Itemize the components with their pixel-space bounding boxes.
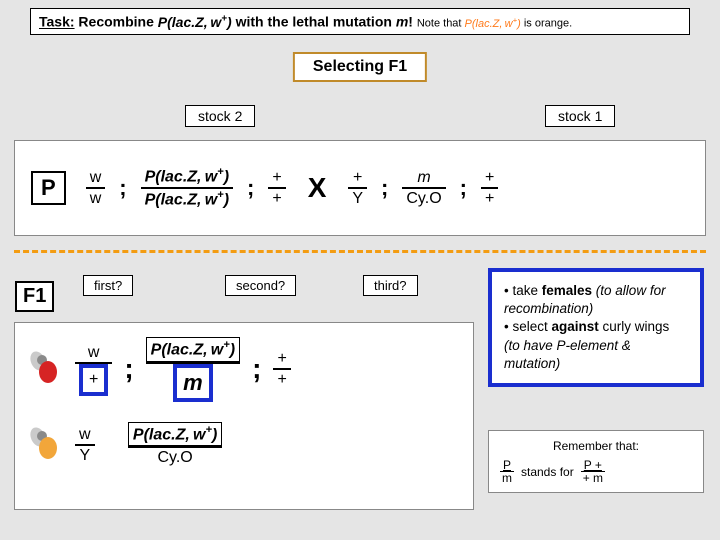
f1-r1-c1: w + [75,343,112,395]
dashed-divider [14,250,706,253]
f1-r2-c2: P(lac.Z, w+) Cy.O [128,422,222,468]
p-male-chr1: +Y [348,168,367,208]
selection-rules-box: • take females (to allow for recombinati… [488,268,704,387]
remember-box: Remember that: P m stands for P + + m [488,430,704,493]
stock-1-label: stock 1 [545,105,615,127]
f1-panel: F1 first? second? third? w + ; P(lac.Z, … [14,322,474,510]
remember-left-frac: P m [499,459,515,484]
p-chr1: ww [86,168,106,208]
p-male-chr2: mCy.O [402,168,445,208]
task-bar: Task: Recombine P(lac.Z, w+) with the le… [30,8,690,35]
selecting-f1-box: Selecting F1 [293,52,427,82]
remember-right-frac: P + + m [580,459,606,484]
fly-female-icon [27,351,63,387]
p-chr2: P(lac.Z, w+)P(lac.Z, w+) [141,166,233,209]
f1-r1-c2: P(lac.Z, w+) m [146,337,240,402]
f1-r2-c1: w Y [75,425,95,465]
second-label: second? [225,275,296,296]
f1-badge: F1 [15,281,54,312]
task-label: Task: [39,14,75,30]
p-male-chr3: ++ [481,168,498,208]
first-label: first? [83,275,133,296]
parental-cross-panel: P ww ; P(lac.Z, w+)P(lac.Z, w+) ; ++ X +… [14,140,706,236]
f1-female-row: w + ; P(lac.Z, w+) m ; + + [27,337,461,402]
p-badge: P [31,171,66,205]
f1-male-row: w Y ; P(lac.Z, w+) Cy.O [27,422,461,468]
fly-male-icon [27,427,63,463]
p-chr3: ++ [268,168,285,208]
stock-2-label: stock 2 [185,105,255,127]
third-label: third? [363,275,418,296]
orange-note: P(lac.Z, w+) [465,18,521,30]
p-element-name: P(lac.Z, w+) [158,14,232,30]
cross-symbol: X [296,172,339,204]
f1-r1-c3: + + [273,349,290,389]
